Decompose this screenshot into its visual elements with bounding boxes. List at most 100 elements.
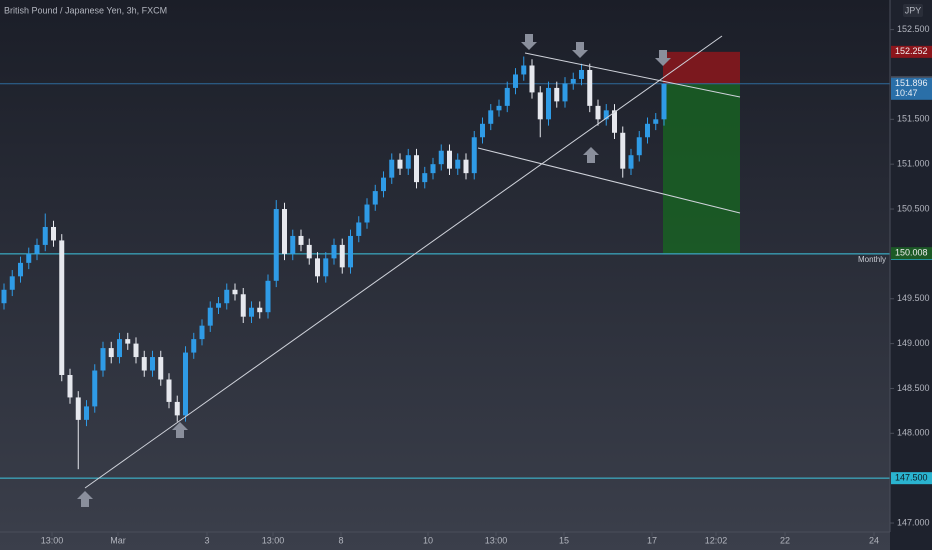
candle-body [323,258,329,277]
candle-body [389,159,395,178]
candle-body [158,357,164,380]
candle-body [331,244,337,259]
candle-body [620,132,626,169]
candle-body [628,155,634,169]
candle-body [257,307,263,313]
candle-body [447,150,452,169]
candle-body [595,105,601,120]
candle-body [133,343,139,358]
arrow-down [655,50,671,66]
y-tick-label: 151.500 [897,114,930,124]
current-price-label: 151.896 [895,78,928,88]
candle-body [100,348,106,371]
y-tick-label: 148.500 [897,383,930,393]
candle-body [405,155,411,169]
arrow-up [77,491,93,507]
candle-body [273,209,279,281]
candle-body [224,289,230,304]
candle-body [455,159,461,169]
candle-body [546,87,551,120]
candle-body [414,155,419,183]
candle-body [232,289,238,295]
candle-body [306,244,312,259]
candle-body [183,352,188,416]
candle-body [339,244,345,268]
x-tick-label: 13:00 [41,535,64,545]
candle-body [240,294,246,317]
candle-body [496,105,502,111]
candle-body [18,262,23,277]
candle-body [422,173,428,183]
candle-body [290,235,296,254]
countdown: 10:47 [895,88,918,98]
candle-body [356,222,362,236]
x-tick-label: 22 [780,535,790,545]
candle-body [587,69,593,106]
x-tick-label: Mar [110,535,126,545]
candle-body [265,280,271,313]
candle-body [579,69,584,79]
arrow-up [583,147,599,163]
candle-body [562,83,568,102]
y-tick-label: 152.500 [897,24,930,34]
candle-body [282,209,287,254]
candle-body [117,339,122,358]
stop-zone [663,51,740,84]
plot [0,51,890,479]
target-label-bg [891,247,932,260]
candle-body [521,65,527,75]
stop-label-bg [891,45,932,58]
candle-body [108,348,114,358]
channel-line [477,147,741,214]
currency: JPY [905,5,922,15]
candle-body [653,119,659,124]
candle-body [348,235,353,268]
candle-body [75,397,81,420]
candle-body [42,226,48,245]
candle-body [166,379,172,402]
candle-body [603,110,609,120]
arrows [77,34,671,507]
candle-body [430,164,436,174]
candle-body [59,240,65,376]
candle-body [67,375,73,398]
candle-body [174,401,180,416]
level-label-bg [891,472,932,485]
chart-title: British Pound / Japanese Yen, 3h, FXCM [4,5,167,15]
candle-body [9,276,15,290]
y-tick-label: 151.000 [897,159,930,169]
level-note: Monthly [858,255,886,264]
candle-body [480,123,485,138]
candle-body [612,110,617,133]
arrow-down [572,42,588,58]
level-label: 147.500 [895,473,928,483]
arrow-down [521,34,537,50]
candle-body [92,370,98,407]
candle-body [537,92,543,120]
candle-body [463,159,469,174]
x-tick-label: 13:00 [262,535,285,545]
candle-body [207,307,213,326]
candle-body [636,137,642,156]
candle-body [504,87,510,106]
candle-body [381,177,386,192]
current-price-bg [891,77,932,100]
candle-body [1,289,7,304]
candle-body [34,244,40,254]
candle-body [199,325,205,340]
y-tick-label: 148.000 [897,428,930,438]
candle-body [298,235,304,245]
currency-badge [903,4,923,17]
candle-body [570,78,576,84]
candle-body [645,123,650,138]
candle-body [661,83,667,120]
candle-body [438,150,444,165]
y-tick-label: 149.500 [897,293,930,303]
x-tick-label: 24 [869,535,879,545]
trend-line [84,35,723,489]
candle-body [554,87,560,102]
x-tick-label: 15 [559,535,569,545]
channel-line [524,52,741,98]
candle-body [372,191,378,205]
